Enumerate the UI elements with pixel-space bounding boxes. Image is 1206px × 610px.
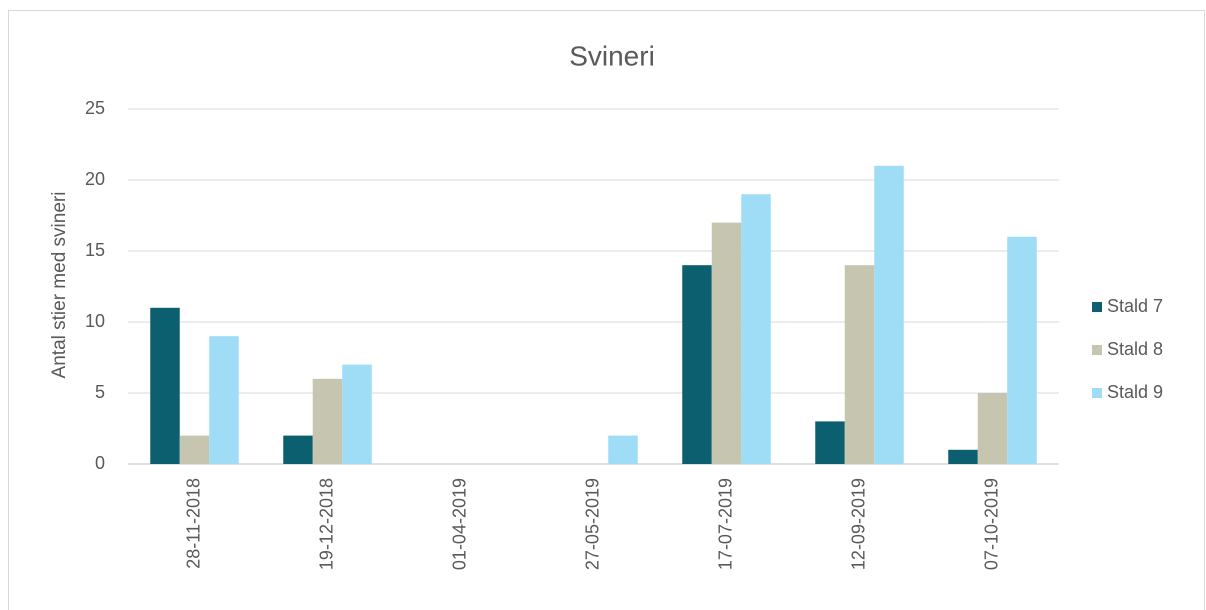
bar <box>977 393 1008 464</box>
legend-label: Stald 9 <box>1107 382 1163 402</box>
bar <box>150 307 180 464</box>
y-tick-label: 0 <box>95 453 105 473</box>
x-tick-label: 07-10-2019 <box>981 478 1001 570</box>
legend-label: Stald 7 <box>1107 296 1163 316</box>
bar <box>844 265 875 464</box>
chart-title: Svineri <box>569 40 655 71</box>
x-tick-label: 19-12-2018 <box>316 478 336 570</box>
x-tick-label: 28-11-2018 <box>183 478 203 569</box>
legend-swatch <box>1092 388 1102 398</box>
bar <box>815 421 845 464</box>
bar <box>874 165 904 465</box>
y-tick-label: 10 <box>85 311 105 331</box>
bar <box>1007 236 1037 464</box>
legend-swatch <box>1092 302 1102 312</box>
bar <box>312 378 343 464</box>
y-tick-label: 20 <box>85 169 105 189</box>
x-tick-label: 12-09-2019 <box>848 478 868 570</box>
bar <box>741 194 771 464</box>
chart-frame <box>8 10 1205 610</box>
bar <box>682 265 712 464</box>
x-tick-label: 17-07-2019 <box>715 478 735 570</box>
y-tick-label: 25 <box>85 98 105 118</box>
bar <box>283 435 313 464</box>
bar <box>948 449 978 464</box>
y-tick-label: 15 <box>85 240 105 260</box>
x-tick-label: 01-04-2019 <box>449 478 469 570</box>
y-axis-title: Antal stier med svineri <box>49 192 70 379</box>
legend-swatch <box>1092 345 1102 355</box>
bar <box>209 336 239 464</box>
x-tick-label: 27-05-2019 <box>582 478 602 570</box>
legend-label: Stald 8 <box>1107 339 1163 359</box>
bar <box>711 222 742 464</box>
y-tick-label: 5 <box>95 382 105 402</box>
bar <box>179 435 210 464</box>
bar <box>608 435 638 464</box>
bar <box>342 364 372 464</box>
